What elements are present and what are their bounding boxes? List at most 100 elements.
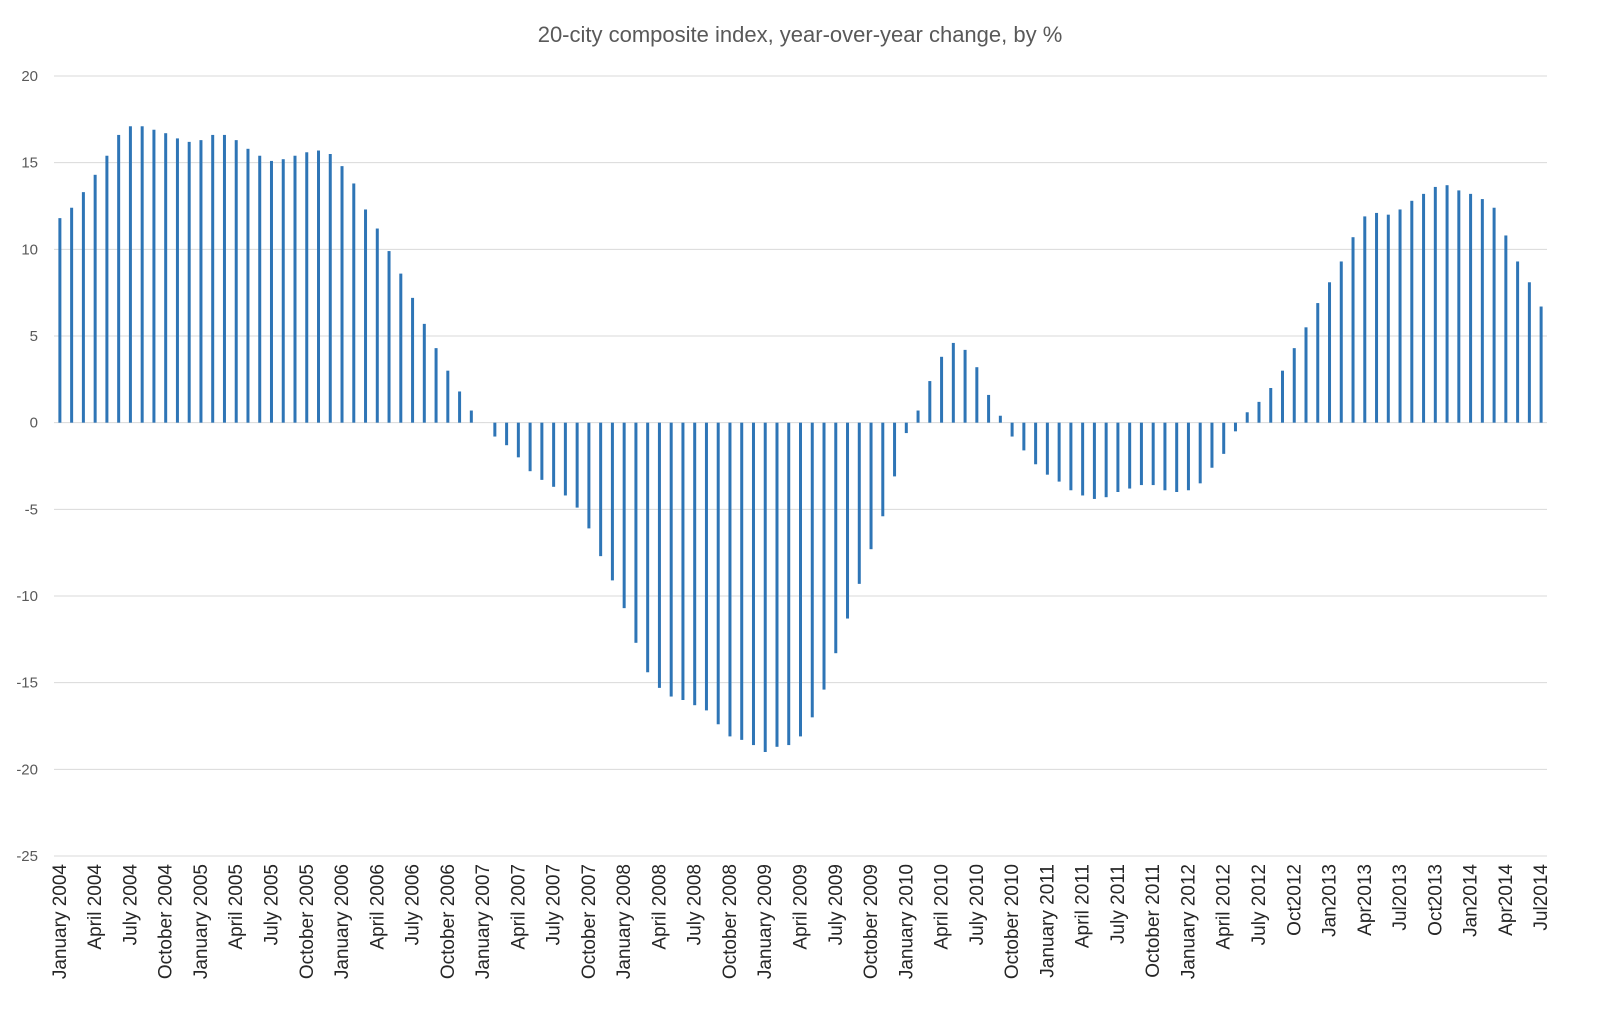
bar — [1504, 235, 1508, 423]
y-tick-label: -5 — [25, 501, 38, 518]
bar — [1128, 422, 1132, 489]
bar — [469, 410, 473, 423]
bar — [846, 422, 850, 619]
y-tick-label: 15 — [21, 155, 38, 172]
y-tick-label: 10 — [21, 241, 38, 258]
x-tick-label: Jul2014 — [1531, 864, 1552, 931]
x-tick-label: January 2010 — [896, 864, 917, 979]
bar — [622, 422, 626, 609]
x-tick-label: Apr2014 — [1496, 864, 1517, 936]
bar — [1527, 282, 1531, 423]
bar — [1433, 186, 1437, 423]
bar — [199, 140, 203, 423]
bar — [1328, 282, 1332, 423]
bar — [1398, 209, 1402, 423]
bar — [317, 150, 321, 423]
x-tick-label: Apr2013 — [1355, 864, 1376, 936]
bar — [1233, 422, 1237, 432]
x-tick-label: October 2008 — [720, 864, 741, 979]
bar — [387, 251, 391, 423]
bar — [164, 133, 168, 423]
bar — [787, 422, 791, 746]
bar — [822, 422, 826, 690]
bar — [951, 342, 955, 423]
bar — [1245, 412, 1249, 423]
bar — [516, 422, 520, 458]
bar — [799, 422, 802, 737]
bar — [1375, 212, 1379, 423]
y-tick-label: 0 — [30, 415, 38, 432]
bar — [575, 422, 579, 508]
bar — [117, 134, 121, 423]
bar — [1104, 422, 1108, 498]
bar — [1081, 422, 1085, 496]
y-tick-label: 20 — [21, 68, 38, 85]
bar — [175, 138, 179, 423]
x-tick-label: April 2006 — [367, 864, 388, 950]
bar — [1422, 193, 1426, 423]
bar — [599, 422, 603, 557]
bar — [422, 323, 426, 423]
bar — [1516, 261, 1520, 423]
x-tick-label: October 2005 — [297, 864, 318, 979]
x-tick-label: April 2010 — [932, 864, 953, 950]
bar — [1186, 422, 1190, 491]
bar — [364, 209, 368, 423]
bar — [1351, 237, 1355, 423]
bar — [258, 155, 262, 423]
y-tick-label: -10 — [16, 588, 38, 605]
x-tick-label: January 2007 — [473, 864, 494, 979]
bar — [493, 422, 497, 437]
x-tick-label: Jan2013 — [1320, 864, 1341, 937]
bar — [634, 422, 638, 643]
bar — [328, 154, 332, 423]
bar — [763, 422, 767, 752]
bar — [669, 422, 673, 697]
bar — [1116, 422, 1120, 492]
bar — [1222, 422, 1226, 454]
x-tick-label: October 2004 — [156, 864, 177, 980]
bar — [1457, 190, 1461, 423]
bar — [587, 422, 591, 529]
bar — [1363, 216, 1367, 423]
x-tick-label: October 2010 — [1002, 864, 1023, 979]
bar — [810, 422, 814, 718]
bar — [563, 422, 567, 496]
bar — [681, 422, 685, 700]
bar — [751, 422, 755, 746]
bar — [1339, 261, 1343, 423]
bar — [693, 422, 697, 706]
bar — [1163, 422, 1167, 491]
x-tick-label: January 2005 — [191, 864, 212, 979]
x-tick-label: July 2012 — [1249, 864, 1270, 945]
x-tick-label: July 2008 — [685, 864, 706, 945]
bar — [928, 381, 932, 423]
x-tick-label: July 2011 — [1108, 864, 1129, 944]
x-tick-label: April 2005 — [226, 864, 247, 950]
bar — [352, 183, 356, 423]
bar — [834, 422, 838, 654]
bar — [610, 422, 614, 581]
bar — [246, 148, 250, 423]
y-tick-label: -20 — [16, 761, 38, 778]
bar — [1057, 422, 1061, 482]
bar — [305, 152, 309, 423]
x-tick-label: April 2012 — [1214, 864, 1235, 950]
bar — [893, 422, 897, 477]
bar — [1010, 422, 1014, 437]
bar — [58, 218, 62, 423]
bar — [399, 273, 403, 423]
x-axis-ticks: January 2004 April 2004 July 2004 October 2… — [50, 864, 1552, 980]
x-tick-label: July 2007 — [544, 864, 565, 945]
bar — [375, 228, 379, 423]
bar — [1045, 422, 1049, 475]
bar — [1480, 199, 1484, 423]
bar — [1292, 348, 1296, 423]
bar — [1257, 401, 1261, 423]
bar — [1469, 193, 1473, 423]
bar — [1539, 306, 1543, 423]
bar — [1304, 327, 1308, 423]
x-tick-label: April 2009 — [791, 864, 812, 950]
x-tick-label: October 2011 — [1143, 864, 1164, 978]
